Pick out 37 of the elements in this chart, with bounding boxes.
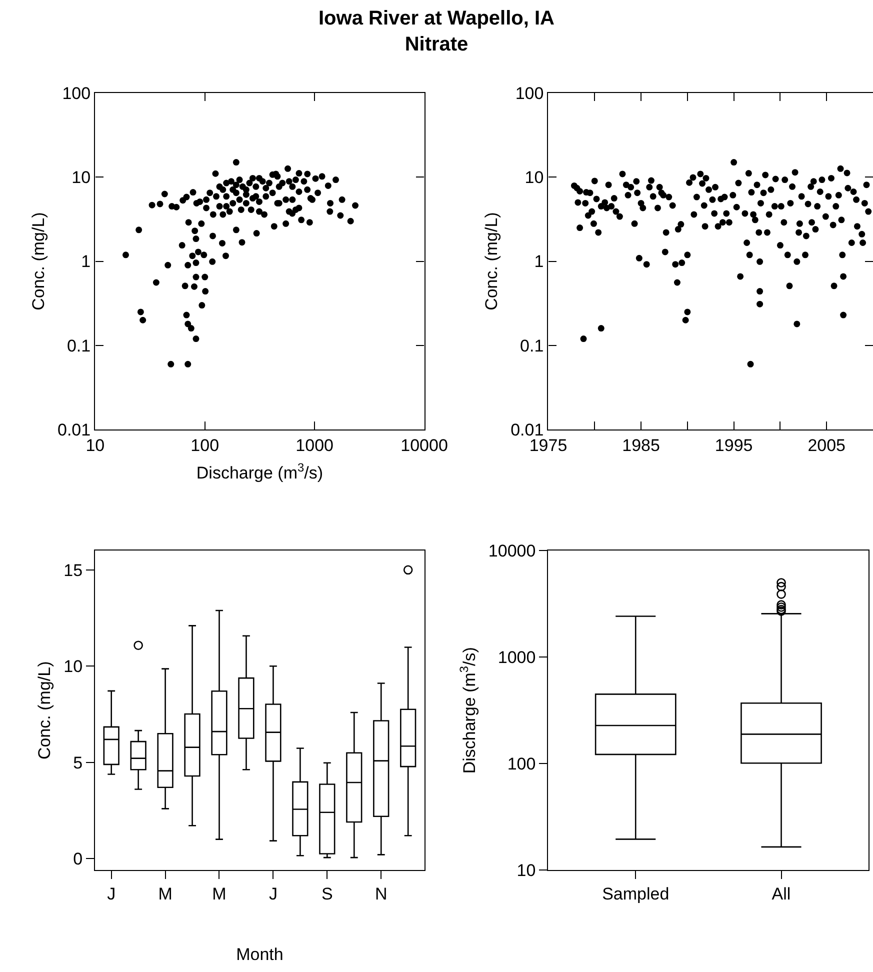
x-tick-label: 1985: [622, 436, 660, 456]
x-tick-label: S: [321, 884, 333, 904]
x-tick-label: 100: [190, 436, 220, 456]
x-tick-label: 1995: [714, 436, 753, 456]
x-tick-label: Sampled: [602, 884, 670, 904]
x-tick-label: All: [772, 884, 791, 904]
y-tick-label: 100: [515, 84, 544, 103]
chart-subtitle: Nitrate: [404, 33, 468, 56]
y-axis-title: Conc. (mg/L): [29, 212, 48, 310]
y-tick-label: 10: [516, 861, 536, 880]
y-tick-label: 10: [524, 168, 544, 188]
y-axis-title: Conc. (mg/L): [35, 661, 54, 760]
x-tick-label: M: [212, 884, 226, 904]
x-tick-label: N: [374, 884, 388, 904]
y-tick-label: 15: [64, 560, 83, 580]
y-tick-label: 1: [81, 252, 91, 272]
y-tick-label: 1: [534, 252, 544, 272]
x-axis-title: Discharge (m$^{3}$/s): [196, 460, 324, 483]
x-tick-label: 10000: [400, 436, 448, 456]
x-axis-title: Month: [236, 945, 284, 964]
y-tick-label: 10: [64, 657, 83, 676]
y-tick-label: 0.1: [66, 336, 91, 356]
y-tick-label: 0.1: [520, 336, 544, 356]
y-tick-label: 1000: [498, 648, 536, 668]
x-tick-label: 2005: [808, 436, 846, 456]
x-tick-label: J: [268, 884, 278, 904]
x-tick-label: 1000: [296, 436, 334, 456]
y-tick-label: 10000: [488, 542, 536, 561]
chart-title: Iowa River at Wapello, IA: [318, 7, 554, 30]
y-tick-label: 10: [72, 168, 91, 188]
y-tick-label: 100: [507, 754, 536, 774]
y-tick-label: 100: [62, 84, 91, 103]
x-tick-label: J: [107, 884, 116, 904]
y-axis-title: Conc. (mg/L): [482, 212, 502, 310]
y-tick-label: 5: [73, 753, 83, 772]
x-tick-label: M: [158, 884, 172, 904]
y-tick-label: 0: [73, 849, 83, 868]
